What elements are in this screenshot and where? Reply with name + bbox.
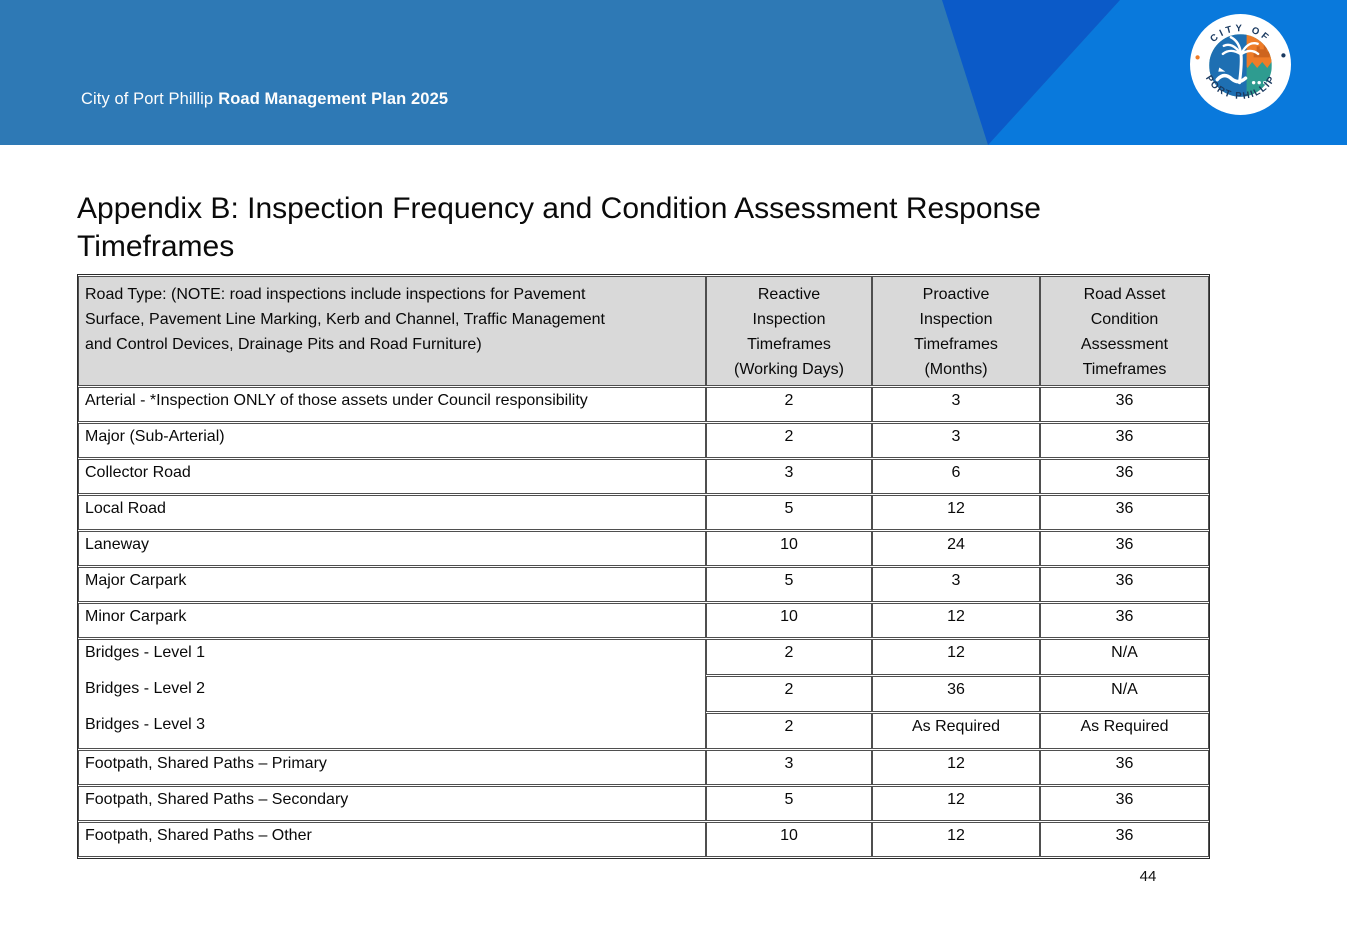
cell-proactive: 12 <box>872 639 1040 675</box>
cell-reactive: 2 <box>706 639 872 675</box>
cell-road-type: Footpath, Shared Paths – Secondary <box>78 786 706 821</box>
banner-title: City of Port Phillip Road Management Plan… <box>81 90 448 109</box>
cell-condition: 36 <box>1040 531 1209 566</box>
cell-reactive: 10 <box>706 531 872 566</box>
cell-road-type: Collector Road <box>78 459 706 494</box>
table-row: Arterial - *Inspection ONLY of those ass… <box>78 387 1209 422</box>
cell-proactive: 3 <box>872 423 1040 458</box>
cell-condition: 36 <box>1040 786 1209 821</box>
cell-condition: As Required <box>1040 713 1209 749</box>
cell-road-type: Footpath, Shared Paths – Other <box>78 822 706 857</box>
cell-reactive: 3 <box>706 750 872 785</box>
cell-condition: N/A <box>1040 639 1209 675</box>
cell-road-type: Major (Sub-Arterial) <box>78 423 706 458</box>
table-row: Footpath, Shared Paths – Primary 3 12 36 <box>78 750 1209 785</box>
inspection-frequency-table: Road Type: (NOTE: road inspections inclu… <box>77 274 1210 859</box>
ring-dot-right <box>1281 53 1286 58</box>
cell-condition: 36 <box>1040 567 1209 602</box>
header-banner: City of Port Phillip Road Management Plan… <box>0 0 1347 145</box>
table-row: Laneway 10 24 36 <box>78 531 1209 566</box>
logo-emblem <box>1209 34 1272 97</box>
page-number: 44 <box>1139 868 1157 885</box>
header-reactive: Reactive Inspection Timeframes (Working … <box>706 276 872 386</box>
page-title: Appendix B: Inspection Frequency and Con… <box>77 192 1041 263</box>
cell-condition: 36 <box>1040 603 1209 638</box>
banner-title-prefix: City of Port Phillip <box>81 90 214 108</box>
cell-proactive: 3 <box>872 567 1040 602</box>
table-row: Minor Carpark 10 12 36 <box>78 603 1209 638</box>
cell-proactive: 12 <box>872 750 1040 785</box>
cell-road-type: Footpath, Shared Paths – Primary <box>78 750 706 785</box>
cell-condition: 36 <box>1040 822 1209 857</box>
table-row: 2 36 N/A <box>78 676 1209 712</box>
table-header-row: Road Type: (NOTE: road inspections inclu… <box>78 276 1209 386</box>
cell-road-type: Local Road <box>78 495 706 530</box>
cell-proactive: 3 <box>872 387 1040 422</box>
wave-icon <box>1215 73 1248 84</box>
cell-condition: 36 <box>1040 423 1209 458</box>
cell-proactive: 6 <box>872 459 1040 494</box>
cell-condition: 36 <box>1040 387 1209 422</box>
cell-road-type: Laneway <box>78 531 706 566</box>
cell-proactive: As Required <box>872 713 1040 749</box>
cell-reactive: 2 <box>706 423 872 458</box>
table-row: Footpath, Shared Paths – Other 10 12 36 <box>78 822 1209 857</box>
cell-condition: N/A <box>1040 676 1209 712</box>
cell-reactive: 2 <box>706 387 872 422</box>
table-row: Local Road 5 12 36 <box>78 495 1209 530</box>
cell-reactive: 10 <box>706 603 872 638</box>
port-phillip-logo: CITY OF PORT PHILLIP <box>1190 14 1291 115</box>
cell-proactive: 12 <box>872 786 1040 821</box>
cell-reactive: 10 <box>706 822 872 857</box>
table-row: Major (Sub-Arterial) 2 3 36 <box>78 423 1209 458</box>
table-row: Footpath, Shared Paths – Secondary 5 12 … <box>78 786 1209 821</box>
cell-condition: 36 <box>1040 750 1209 785</box>
cell-reactive: 5 <box>706 495 872 530</box>
cell-road-type: Arterial - *Inspection ONLY of those ass… <box>78 387 706 422</box>
teal-dots <box>1251 80 1267 85</box>
table-row: Major Carpark 5 3 36 <box>78 567 1209 602</box>
cell-proactive: 12 <box>872 822 1040 857</box>
cell-condition: 36 <box>1040 459 1209 494</box>
cell-bridges-labels: Bridges - Level 1 Bridges - Level 2 Brid… <box>78 639 706 749</box>
bridge-label: Bridges - Level 1 <box>85 644 206 661</box>
header-road-type: Road Type: (NOTE: road inspections inclu… <box>78 276 706 386</box>
cell-reactive: 2 <box>706 713 872 749</box>
sail-icon <box>1218 67 1226 72</box>
banner-background-graphic <box>0 0 1347 145</box>
cell-proactive: 24 <box>872 531 1040 566</box>
ring-dot-left <box>1195 55 1200 60</box>
cell-road-type: Major Carpark <box>78 567 706 602</box>
banner-title-bold: Road Management Plan 2025 <box>218 90 449 108</box>
header-condition: Road Asset Condition Assessment Timefram… <box>1040 276 1209 386</box>
table-row: Collector Road 3 6 36 <box>78 459 1209 494</box>
cell-proactive: 12 <box>872 495 1040 530</box>
cell-proactive: 12 <box>872 603 1040 638</box>
header-proactive: Proactive Inspection Timeframes (Months) <box>872 276 1040 386</box>
cell-reactive: 2 <box>706 676 872 712</box>
bridge-label: Bridges - Level 2 <box>85 680 206 697</box>
table-row: Bridges - Level 1 Bridges - Level 2 Brid… <box>78 639 1209 749</box>
cell-reactive: 5 <box>706 567 872 602</box>
cell-proactive: 36 <box>872 676 1040 712</box>
bridge-label: Bridges - Level 3 <box>85 716 206 733</box>
cell-condition: 36 <box>1040 495 1209 530</box>
cell-road-type: Minor Carpark <box>78 603 706 638</box>
table-row: 2 As Required As Required <box>78 713 1209 749</box>
cell-reactive: 3 <box>706 459 872 494</box>
cell-reactive: 5 <box>706 786 872 821</box>
